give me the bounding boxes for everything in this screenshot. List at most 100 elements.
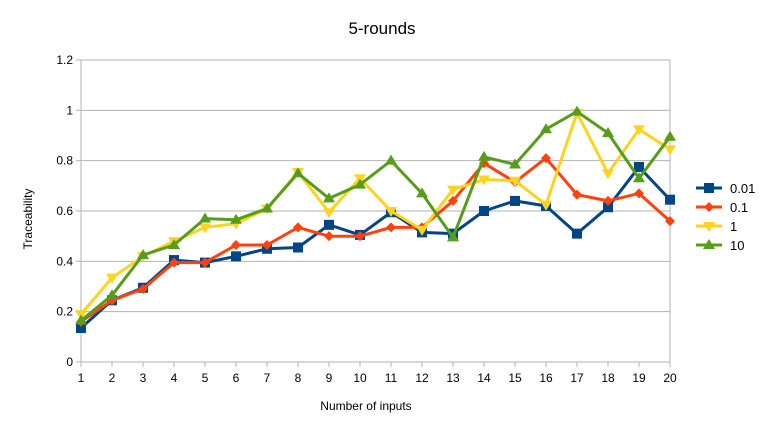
gridlines <box>81 59 670 313</box>
series-line <box>79 111 671 316</box>
legend-marker <box>704 183 714 193</box>
data-point <box>199 223 211 234</box>
legend-item: 0.01 <box>696 181 755 196</box>
y-tick-label: 0 <box>66 355 73 369</box>
x-tick-label: 5 <box>202 371 209 385</box>
x-tick-label: 2 <box>109 371 116 385</box>
x-tick-label: 9 <box>326 371 333 385</box>
data-point <box>447 231 459 242</box>
data-point <box>479 206 489 216</box>
series-line <box>80 110 672 322</box>
data-point <box>664 145 676 156</box>
data-point <box>169 257 179 268</box>
axes: 00.20.40.60.811.21 2 3 4 5 6 7 8 9 10 11 12 13 14 15 16… <box>56 53 677 385</box>
legend-item: 1 <box>696 219 737 234</box>
legend-item: 10 <box>696 238 744 253</box>
data-point <box>603 202 613 213</box>
data-point <box>478 150 490 161</box>
data-point <box>138 284 148 295</box>
data-point <box>510 195 520 206</box>
data-point <box>323 192 335 203</box>
data-point <box>448 195 458 206</box>
legend-marker <box>703 239 715 249</box>
y-tick-label: 0.2 <box>56 305 73 319</box>
data-point <box>385 154 397 165</box>
series-layer <box>75 105 676 334</box>
x-tick-label: 8 <box>295 371 302 385</box>
x-tick-label: 16 <box>539 371 553 385</box>
data-point <box>634 188 644 199</box>
data-point <box>231 239 241 250</box>
legend-label: 0.01 <box>730 181 755 196</box>
x-axis-title: Number of inputs <box>320 399 411 413</box>
series-10 <box>75 105 676 325</box>
data-point <box>386 222 396 233</box>
data-point <box>137 249 149 260</box>
data-point <box>478 175 490 186</box>
data-point <box>323 208 335 219</box>
data-point <box>261 202 273 213</box>
data-point <box>385 207 397 217</box>
x-tick-label: 10 <box>353 371 367 385</box>
data-point <box>572 189 582 200</box>
legend: 0.01 0.1 1 10 <box>696 181 755 253</box>
x-tick-label: 15 <box>508 371 522 385</box>
data-point <box>509 176 521 187</box>
legend-marker <box>704 202 714 212</box>
legend-label: 10 <box>730 238 744 253</box>
x-tick-label: 3 <box>140 371 147 385</box>
data-point <box>200 257 210 268</box>
data-point <box>106 273 118 284</box>
x-tick-label: 12 <box>415 371 429 385</box>
data-point <box>231 251 241 262</box>
data-point <box>541 153 551 164</box>
data-point <box>75 314 87 325</box>
x-tick-label: 14 <box>477 371 491 385</box>
y-tick-label: 0.8 <box>56 154 73 168</box>
data-point <box>665 216 675 227</box>
data-point <box>354 178 366 189</box>
data-point <box>293 222 303 233</box>
legend-item: 0.1 <box>696 200 748 215</box>
series-0_1 <box>76 153 675 327</box>
chart-title: 5-rounds <box>348 19 415 38</box>
data-point <box>293 242 303 253</box>
x-tick-label: 6 <box>233 371 240 385</box>
data-point <box>572 228 582 239</box>
data-point <box>509 158 521 169</box>
series-1 <box>75 108 676 321</box>
series-line <box>80 156 671 323</box>
data-point <box>634 161 644 172</box>
data-point <box>262 239 272 250</box>
y-tick-label: 0.4 <box>56 254 73 268</box>
y-tick-label: 1 <box>66 103 73 117</box>
x-tick-label: 17 <box>570 371 584 385</box>
data-point <box>230 213 242 224</box>
x-tick-label: 4 <box>171 371 178 385</box>
legend-label: 0.1 <box>730 200 748 215</box>
data-point <box>199 212 211 223</box>
data-point <box>571 105 583 116</box>
legend-label: 1 <box>730 219 737 234</box>
x-tick-label: 13 <box>446 371 460 385</box>
data-point <box>416 225 428 236</box>
legend-marker <box>703 222 715 232</box>
data-point <box>540 200 552 211</box>
data-point <box>292 167 304 178</box>
x-tick-label: 7 <box>264 371 271 385</box>
data-point <box>106 289 118 300</box>
data-point <box>633 172 645 183</box>
x-tick-label: 1 <box>78 371 85 385</box>
data-point <box>602 126 614 137</box>
x-tick-label: 19 <box>632 371 646 385</box>
data-point <box>416 187 428 198</box>
series-line <box>80 165 672 330</box>
data-point <box>324 219 334 230</box>
data-point <box>665 194 675 205</box>
y-tick-label: 0.6 <box>56 204 73 218</box>
y-tick-label: 1.2 <box>56 53 73 67</box>
x-tick-label: 11 <box>385 371 398 385</box>
x-tick-label: 18 <box>601 371 615 385</box>
